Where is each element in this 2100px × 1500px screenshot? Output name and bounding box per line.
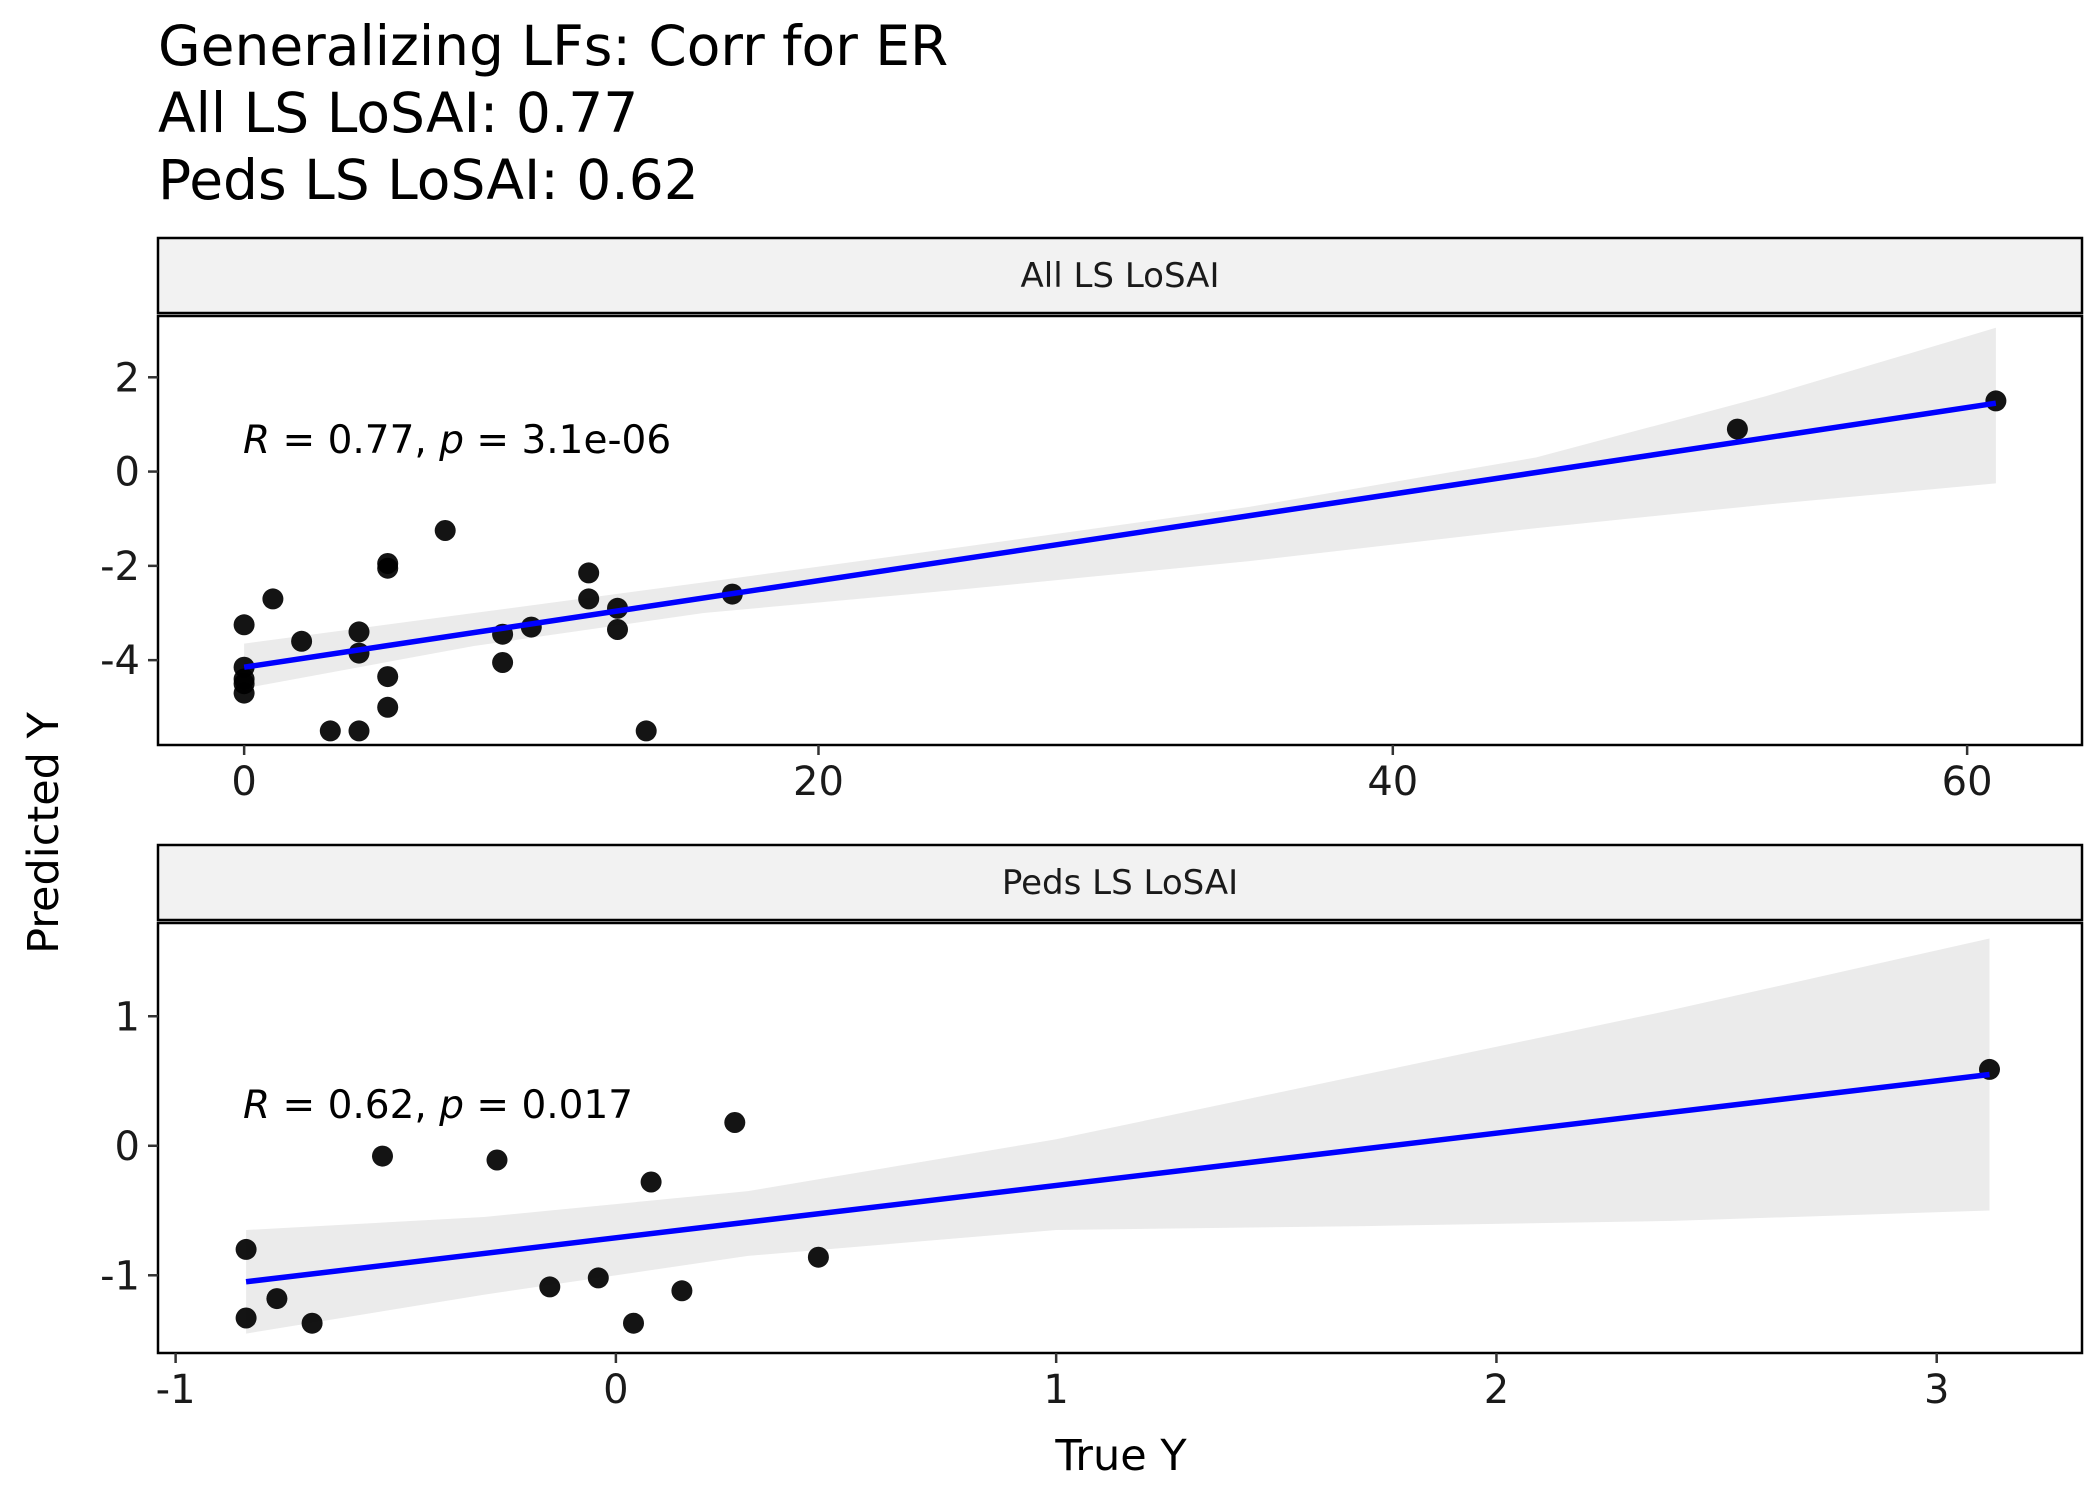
facet-panel-peds-ls-losai: Peds LS LoSAI R = 0.62, p = 0.017 1 0 -1 -1 0 1… bbox=[100, 843, 2084, 1413]
y-tick-label: 0 bbox=[115, 450, 140, 496]
x-tick-label: 2 bbox=[1484, 1367, 1509, 1413]
data-point bbox=[492, 652, 514, 673]
data-point bbox=[607, 619, 628, 640]
data-point bbox=[233, 682, 255, 704]
data-point bbox=[348, 621, 370, 643]
data-point bbox=[724, 1112, 746, 1133]
data-point bbox=[486, 1149, 508, 1171]
correlation-annotation: R = 0.62, p = 0.017 bbox=[243, 1083, 633, 1128]
correlation-annotation: R = 0.77, p = 3.1e-06 bbox=[243, 418, 671, 463]
panel-border bbox=[156, 314, 2084, 747]
data-point bbox=[235, 1307, 257, 1329]
data-point bbox=[671, 1280, 693, 1302]
y-tick-label: 2 bbox=[115, 355, 140, 401]
data-point bbox=[262, 588, 284, 610]
data-point bbox=[635, 720, 657, 742]
data-point bbox=[539, 1276, 561, 1298]
confidence-band bbox=[244, 327, 1996, 689]
chart-title-line-1: Generalizing LFs: Corr for ER bbox=[158, 14, 948, 78]
confidence-band bbox=[246, 938, 1990, 1334]
regression-line bbox=[243, 400, 1997, 670]
y-tick-label: -4 bbox=[100, 638, 140, 684]
x-tick-label: -1 bbox=[156, 1367, 196, 1413]
facet-strip-label: All LS LoSAI bbox=[1021, 256, 1220, 296]
regression-line bbox=[245, 1071, 1990, 1285]
data-point bbox=[578, 562, 600, 584]
data-point bbox=[434, 520, 456, 541]
data-point bbox=[348, 720, 370, 742]
y-axis-title: Predicted Y bbox=[19, 711, 69, 954]
panel-border bbox=[156, 921, 2084, 1355]
x-tick-label: 60 bbox=[1942, 759, 1993, 805]
y-tick-label: -1 bbox=[100, 1253, 140, 1299]
data-point bbox=[1726, 418, 1748, 440]
y-tick-label: 1 bbox=[115, 994, 140, 1040]
data-point bbox=[301, 1312, 323, 1334]
data-point bbox=[1985, 390, 2007, 412]
facet-strip bbox=[156, 236, 2084, 315]
data-point bbox=[291, 630, 313, 652]
data-point bbox=[578, 588, 600, 610]
x-tick-label: 0 bbox=[603, 1367, 628, 1413]
x-tick-label: 20 bbox=[793, 759, 844, 805]
y-tick-label: -2 bbox=[100, 544, 140, 590]
data-point bbox=[587, 1267, 609, 1289]
x-tick-label: 1 bbox=[1043, 1367, 1068, 1413]
facet-strip-label: Peds LS LoSAI bbox=[1002, 863, 1238, 903]
x-axis-title: True Y bbox=[1054, 1431, 1187, 1481]
chart-title-line-3: Peds LS LoSAI: 0.62 bbox=[158, 148, 699, 212]
x-tick-label: 0 bbox=[231, 759, 256, 805]
data-point bbox=[640, 1171, 662, 1193]
x-tick-label: 3 bbox=[1924, 1367, 1949, 1413]
facet-strip bbox=[156, 843, 2084, 922]
data-point bbox=[266, 1288, 288, 1310]
x-tick-label: 40 bbox=[1367, 759, 1418, 805]
data-point bbox=[377, 557, 399, 579]
data-point bbox=[233, 614, 255, 636]
data-point bbox=[377, 666, 399, 688]
data-point bbox=[235, 1238, 257, 1260]
data-point bbox=[319, 720, 341, 742]
data-point bbox=[807, 1246, 829, 1268]
data-point bbox=[623, 1312, 644, 1334]
chart-title-line-2: All LS LoSAI: 0.77 bbox=[158, 81, 638, 145]
data-point bbox=[372, 1145, 393, 1167]
y-tick-label: 0 bbox=[115, 1124, 140, 1170]
data-point bbox=[377, 696, 399, 718]
